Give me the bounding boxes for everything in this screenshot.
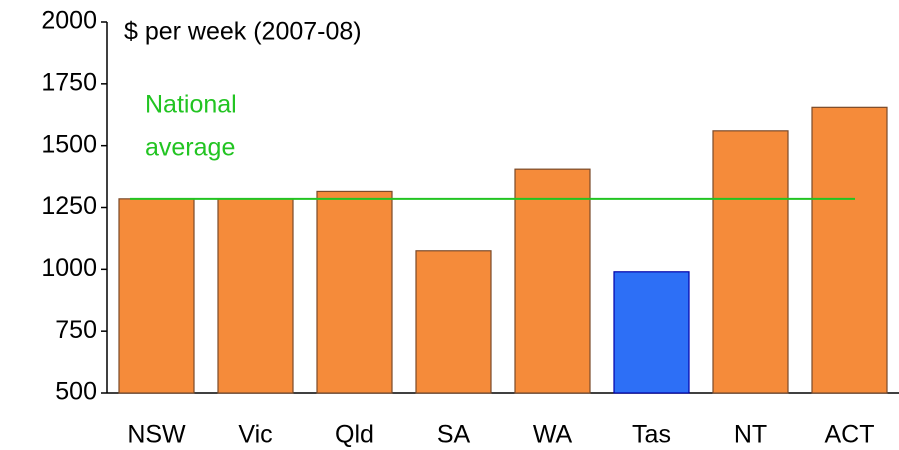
x-tick-label: Vic [238, 421, 272, 449]
bar [613, 271, 690, 394]
y-tick-label: 1000 [41, 254, 97, 282]
annotation: average [145, 134, 235, 162]
bar [118, 198, 195, 394]
x-tick-label: ACT [825, 421, 875, 449]
bar [415, 250, 492, 394]
y-tick-label: 500 [55, 378, 97, 406]
x-tick-label: Tas [632, 421, 671, 449]
bar [712, 130, 789, 394]
y-axis-label: $ per week (2007-08) [124, 18, 362, 46]
x-tick-label: SA [437, 421, 471, 449]
x-tick-label: NT [734, 421, 767, 449]
bar [217, 198, 294, 394]
x-tick-label: Qld [335, 421, 374, 449]
y-tick-label: 750 [55, 316, 97, 344]
x-tick-label: NSW [127, 421, 186, 449]
annotation: National [145, 91, 237, 119]
bar [316, 190, 393, 394]
x-tick-label: WA [533, 421, 573, 449]
y-tick-label: 1750 [41, 68, 97, 96]
y-tick-label: 1500 [41, 130, 97, 158]
bar [514, 168, 591, 394]
y-tick-label: 1250 [41, 192, 97, 220]
y-tick-label: 2000 [41, 7, 97, 35]
bar [811, 106, 888, 394]
